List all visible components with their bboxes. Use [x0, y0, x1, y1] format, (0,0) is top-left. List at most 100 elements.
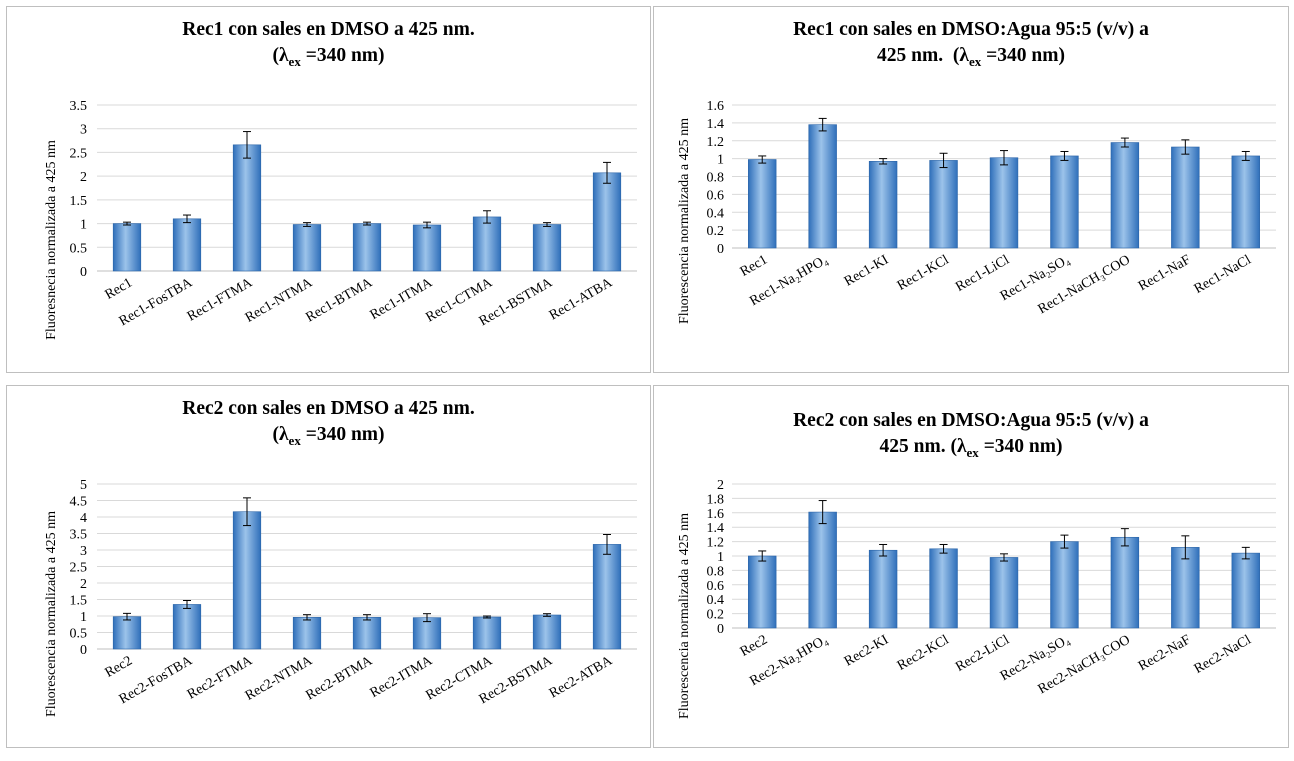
- y-tick-label: 1.6: [707, 99, 725, 114]
- error-bar: [1060, 534, 1069, 549]
- y-tick-label: 0.6: [707, 579, 725, 594]
- y-tick-label: 4.5: [70, 495, 88, 510]
- x-category-label: Rec2: [103, 653, 135, 680]
- x-category-label: Rec1: [103, 275, 135, 302]
- y-tick-label: 2.5: [70, 561, 88, 576]
- bar: [929, 548, 958, 629]
- bar: [1110, 536, 1140, 629]
- bar: [989, 557, 1019, 629]
- error-bar: [1120, 528, 1129, 547]
- y-tick-label: 0: [80, 643, 87, 658]
- chart-title: Rec1 con sales en DMSO:Agua 95:5 (v/v) a…: [654, 17, 1288, 75]
- y-tick-label: 2: [80, 170, 87, 185]
- y-tick-label: 0.8: [707, 564, 725, 579]
- y-tick-label: 0: [80, 265, 87, 280]
- bar: [292, 224, 322, 272]
- error-bar: [879, 158, 888, 165]
- bar: [412, 617, 442, 650]
- bar: [868, 549, 898, 629]
- chart-title-line2: (λex =340 nm): [272, 45, 385, 69]
- error-bar: [303, 614, 311, 621]
- y-tick-label: 3.5: [70, 99, 88, 114]
- chart-panel-rec1-dmso: Rec1 con sales en DMSO a 425 nm. (λex =3…: [6, 6, 651, 373]
- bar: [472, 616, 502, 650]
- bar-chart-svg: 00.511.522.533.5Rec1Rec1-FosTBARec1-FTMA…: [70, 99, 637, 329]
- bar: [989, 157, 1019, 249]
- error-bar: [818, 117, 827, 132]
- y-tick-label: 2.5: [70, 146, 88, 161]
- error-bar: [183, 599, 191, 609]
- bar: [1231, 155, 1260, 249]
- chart-title-line1: Rec1 con sales en DMSO:Agua 95:5 (v/v) a: [793, 19, 1149, 40]
- y-tick-label: 1: [717, 153, 724, 168]
- error-bar: [879, 543, 888, 557]
- bar: [808, 511, 837, 629]
- chart-panel-rec2-dmso-agua: Rec2 con sales en DMSO:Agua 95:5 (v/v) a…: [653, 385, 1289, 748]
- bar: [1050, 155, 1079, 249]
- bar: [112, 223, 142, 272]
- bar: [232, 144, 262, 272]
- y-tick-label: 1.2: [707, 135, 725, 150]
- y-tick-label: 1.4: [707, 521, 725, 536]
- error-bar: [483, 210, 491, 224]
- error-bar: [303, 222, 311, 227]
- y-tick-label: 1.4: [707, 117, 725, 132]
- y-tick-label: 3.5: [70, 528, 88, 543]
- y-tick-label: 0.8: [707, 171, 725, 186]
- error-bar: [1241, 150, 1250, 161]
- error-bar: [483, 615, 491, 619]
- y-tick-label: 1.5: [70, 594, 88, 609]
- x-category-label: Rec2-ATBA: [547, 653, 616, 701]
- y-tick-label: 1.2: [707, 536, 725, 551]
- bar: [868, 161, 898, 249]
- y-tick-label: 0: [717, 242, 724, 257]
- error-bar: [123, 612, 131, 621]
- bar: [172, 218, 202, 272]
- y-tick-label: 3: [80, 544, 87, 559]
- bar: [929, 160, 958, 249]
- y-tick-label: 1.6: [707, 507, 725, 522]
- chart-panel-rec1-dmso-agua: Rec1 con sales en DMSO:Agua 95:5 (v/v) a…: [653, 6, 1289, 373]
- bar: [1171, 146, 1200, 249]
- chart-title-line1: Rec2 con sales en DMSO a 425 nm.: [182, 398, 475, 419]
- y-tick-label: 2: [717, 478, 724, 493]
- error-bar: [363, 221, 371, 226]
- bar: [748, 555, 777, 629]
- error-bar: [1000, 553, 1008, 562]
- x-category-label: Rec1: [738, 252, 770, 279]
- y-tick-label: 0: [717, 622, 724, 637]
- y-tick-label: 4: [80, 511, 87, 526]
- bar-chart-svg: 00.511.522.533.544.55Rec2Rec2-FosTBARec2…: [70, 478, 637, 707]
- error-bar: [758, 155, 767, 164]
- y-tick-label: 1.8: [707, 492, 725, 507]
- error-bar: [939, 152, 948, 169]
- x-category-label: Rec2: [738, 632, 770, 659]
- y-tick-label: 0.2: [707, 224, 725, 239]
- chart-title-line1: Rec1 con sales en DMSO a 425 nm.: [182, 19, 475, 40]
- x-category-label: Rec1-BTMA: [304, 275, 376, 325]
- x-category-label: Rec2-BTMA: [304, 653, 376, 703]
- error-bar: [1120, 137, 1129, 148]
- x-category-label: Rec1-ATBA: [547, 275, 616, 323]
- error-bar: [758, 550, 767, 562]
- bar: [1231, 552, 1260, 629]
- chart-title: Rec1 con sales en DMSO a 425 nm. (λex =3…: [7, 17, 650, 75]
- chart-title-line2: 425 nm. (λex =340 nm): [879, 436, 1063, 460]
- error-bar: [939, 543, 948, 554]
- bar: [532, 224, 562, 272]
- error-bar: [543, 222, 551, 227]
- error-bar: [818, 500, 827, 525]
- bar: [748, 159, 777, 249]
- y-tick-label: 1.5: [70, 194, 88, 209]
- y-tick-label: 0.5: [70, 241, 88, 256]
- bar: [352, 617, 382, 650]
- bar-chart-svg: 00.20.40.60.811.21.41.61.82Rec2Rec2-Na₂H…: [707, 478, 1276, 697]
- x-category-label: Rec2-NTMA: [243, 653, 316, 704]
- x-category-label: Rec1-NTMA: [243, 275, 316, 326]
- error-bar: [423, 613, 431, 623]
- y-tick-label: 2: [80, 577, 87, 592]
- y-tick-label: 1: [80, 610, 87, 625]
- bar: [412, 224, 442, 272]
- y-tick-label: 1: [717, 550, 724, 565]
